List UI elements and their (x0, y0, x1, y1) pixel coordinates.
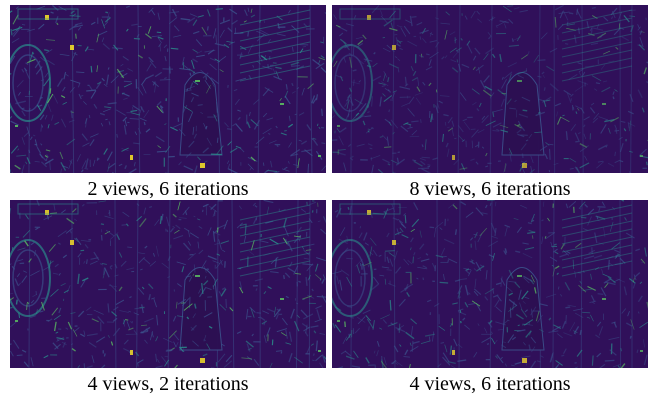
error-heatmap-image (332, 200, 648, 368)
error-heatmap-image (10, 5, 326, 173)
panel-caption: 8 views, 6 iterations (409, 178, 571, 200)
panel-caption: 4 views, 2 iterations (87, 373, 249, 395)
heatmap-svg (10, 5, 326, 173)
error-heatmap-image (10, 200, 326, 368)
panel-caption: 4 views, 6 iterations (409, 373, 571, 395)
heatmap-svg (332, 5, 648, 173)
heatmap-svg (332, 200, 648, 368)
heatmap-svg (10, 200, 326, 368)
panel-caption: 2 views, 6 iterations (87, 178, 249, 200)
error-heatmap-image (332, 5, 648, 173)
